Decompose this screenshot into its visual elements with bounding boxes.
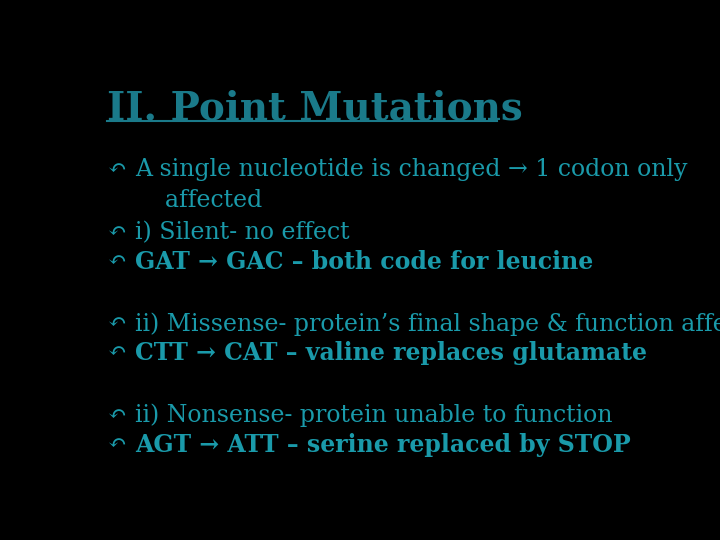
Text: ↶: ↶ — [107, 404, 125, 426]
Text: ↶: ↶ — [107, 341, 125, 363]
Text: II. Point Mutations: II. Point Mutations — [107, 90, 523, 128]
Text: ii) Missense- protein’s final shape & function affected: ii) Missense- protein’s final shape & fu… — [135, 312, 720, 336]
Text: ↶: ↶ — [107, 433, 125, 455]
Text: ↶: ↶ — [107, 158, 125, 180]
Text: ↶: ↶ — [107, 312, 125, 334]
Text: AGT → ATT – serine replaced by STOP: AGT → ATT – serine replaced by STOP — [135, 433, 631, 457]
Text: ↶: ↶ — [107, 250, 125, 272]
Text: ↶: ↶ — [107, 221, 125, 242]
Text: ii) Nonsense- protein unable to function: ii) Nonsense- protein unable to function — [135, 404, 612, 427]
Text: i) Silent- no effect: i) Silent- no effect — [135, 221, 349, 244]
Text: A single nucleotide is changed → 1 codon only
    affected: A single nucleotide is changed → 1 codon… — [135, 158, 687, 212]
Text: CTT → CAT – valine replaces glutamate: CTT → CAT – valine replaces glutamate — [135, 341, 647, 365]
Text: GAT → GAC – both code for leucine: GAT → GAC – both code for leucine — [135, 250, 593, 274]
